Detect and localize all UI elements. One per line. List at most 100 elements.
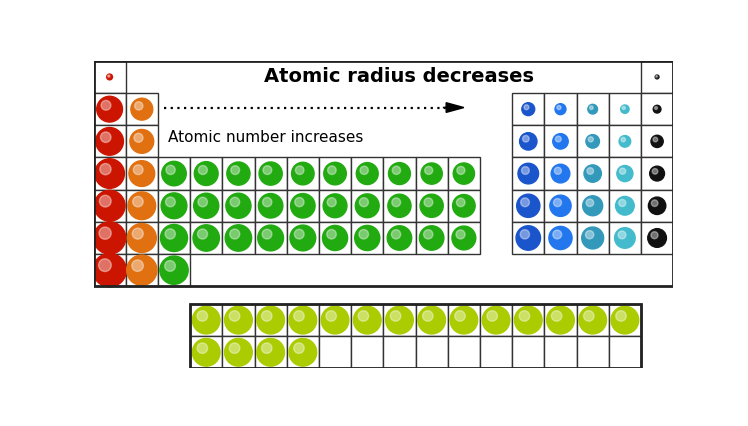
- Circle shape: [324, 163, 346, 185]
- Circle shape: [621, 106, 629, 114]
- Circle shape: [456, 230, 465, 239]
- Bar: [319, 158, 351, 190]
- Circle shape: [294, 311, 304, 322]
- Bar: [577, 304, 609, 337]
- Bar: [190, 304, 641, 368]
- Circle shape: [99, 227, 111, 240]
- Circle shape: [359, 230, 369, 239]
- Bar: [190, 190, 222, 222]
- Circle shape: [132, 229, 144, 239]
- Circle shape: [258, 194, 283, 219]
- Circle shape: [622, 107, 625, 110]
- Bar: [351, 304, 383, 337]
- Circle shape: [198, 166, 207, 175]
- Circle shape: [522, 104, 535, 116]
- Bar: [222, 158, 254, 190]
- Circle shape: [323, 194, 347, 218]
- Bar: [512, 190, 545, 222]
- Circle shape: [652, 200, 658, 207]
- Circle shape: [327, 230, 337, 239]
- Circle shape: [555, 104, 566, 115]
- Circle shape: [292, 163, 314, 185]
- Circle shape: [133, 165, 143, 175]
- Bar: [190, 337, 222, 368]
- Bar: [254, 222, 286, 254]
- Circle shape: [551, 311, 562, 322]
- Circle shape: [289, 307, 316, 334]
- Bar: [126, 222, 158, 254]
- Circle shape: [456, 199, 465, 207]
- Bar: [577, 158, 609, 190]
- Circle shape: [388, 195, 411, 218]
- Bar: [319, 222, 351, 254]
- Circle shape: [101, 101, 111, 111]
- Circle shape: [95, 159, 124, 189]
- Circle shape: [615, 228, 635, 249]
- Circle shape: [224, 339, 252, 366]
- Bar: [126, 254, 158, 287]
- Bar: [577, 222, 609, 254]
- Circle shape: [455, 311, 465, 322]
- Circle shape: [162, 162, 186, 186]
- Bar: [512, 94, 545, 126]
- Circle shape: [326, 311, 337, 322]
- Circle shape: [586, 199, 594, 207]
- Circle shape: [126, 256, 157, 286]
- Circle shape: [390, 311, 401, 322]
- Circle shape: [96, 97, 123, 123]
- Circle shape: [523, 136, 529, 143]
- Circle shape: [128, 193, 156, 220]
- Circle shape: [391, 230, 401, 239]
- Circle shape: [482, 307, 510, 334]
- Circle shape: [654, 107, 657, 110]
- Circle shape: [127, 224, 156, 253]
- Circle shape: [387, 226, 411, 250]
- Bar: [545, 337, 577, 368]
- Circle shape: [588, 105, 598, 115]
- Circle shape: [518, 164, 539, 184]
- Circle shape: [226, 194, 251, 219]
- Circle shape: [193, 225, 219, 252]
- Bar: [351, 158, 383, 190]
- Circle shape: [108, 76, 110, 78]
- Circle shape: [130, 130, 154, 154]
- Bar: [448, 337, 480, 368]
- Bar: [286, 304, 319, 337]
- Bar: [448, 158, 480, 190]
- Circle shape: [160, 256, 188, 285]
- Circle shape: [650, 167, 664, 181]
- Bar: [126, 190, 158, 222]
- Circle shape: [107, 75, 112, 81]
- Bar: [609, 222, 641, 254]
- Circle shape: [617, 166, 633, 182]
- Circle shape: [198, 198, 207, 207]
- Bar: [94, 94, 126, 126]
- Bar: [641, 158, 673, 190]
- Circle shape: [192, 307, 220, 334]
- Circle shape: [589, 106, 593, 110]
- Circle shape: [132, 260, 144, 272]
- Circle shape: [586, 135, 599, 149]
- Bar: [416, 158, 448, 190]
- Circle shape: [194, 162, 218, 186]
- Circle shape: [584, 165, 601, 183]
- Circle shape: [289, 339, 316, 366]
- Circle shape: [656, 76, 657, 78]
- Bar: [577, 126, 609, 158]
- Bar: [545, 126, 577, 158]
- Circle shape: [360, 167, 368, 175]
- Circle shape: [651, 232, 658, 239]
- Bar: [641, 190, 673, 222]
- Bar: [94, 62, 126, 94]
- Circle shape: [553, 134, 568, 150]
- Circle shape: [161, 225, 188, 252]
- Circle shape: [418, 307, 446, 334]
- Bar: [512, 158, 545, 190]
- Bar: [222, 337, 254, 368]
- Bar: [480, 304, 512, 337]
- Circle shape: [263, 198, 272, 207]
- Circle shape: [487, 311, 497, 322]
- Circle shape: [166, 166, 175, 175]
- Bar: [416, 304, 448, 337]
- Circle shape: [197, 343, 208, 354]
